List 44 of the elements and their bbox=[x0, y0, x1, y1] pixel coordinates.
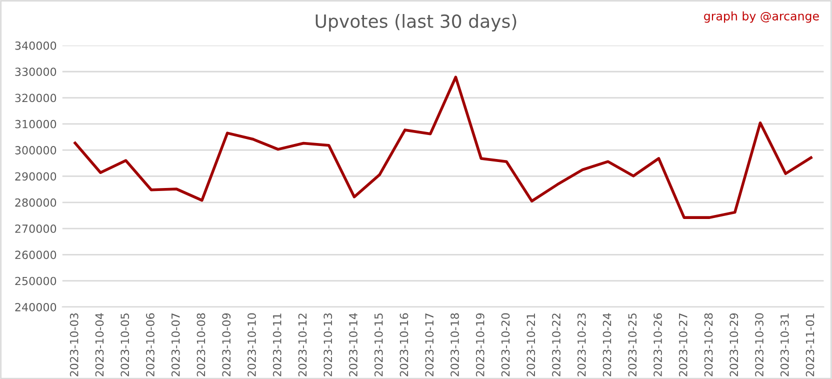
x-tick-label: 2023-11-01 bbox=[806, 314, 814, 376]
y-tick-label: 270000 bbox=[15, 224, 56, 233]
x-tick-label: 2023-10-10 bbox=[248, 313, 256, 376]
x-tick-label: 2023-10-23 bbox=[577, 313, 586, 376]
x-tick-label: 2023-10-20 bbox=[501, 313, 510, 376]
line-series bbox=[74, 76, 812, 219]
y-tick-label: 250000 bbox=[15, 276, 56, 286]
chart-title: Upvotes (last 30 days) bbox=[316, 14, 516, 32]
text: graph by @arcange bbox=[704, 11, 819, 23]
x-tick-label: 2023-10-24 bbox=[602, 313, 612, 376]
x-tick-label: 2023-10-03 bbox=[70, 313, 78, 376]
x-tick-label: 2023-10-14 bbox=[349, 313, 358, 376]
y-tick-label: 320000 bbox=[15, 94, 56, 102]
y-tick-label: 290000 bbox=[15, 172, 56, 181]
x-tick-label: 2023-10-05 bbox=[120, 314, 130, 376]
x-tick-label: 2023-10-13 bbox=[324, 313, 332, 376]
x-tick-label: 2023-10-25 bbox=[628, 314, 637, 376]
x-tick-label: 2023-10-06 bbox=[146, 313, 154, 376]
x-tick-label: 2023-10-16 bbox=[400, 313, 408, 376]
x-tick-label: 2023-10-22 bbox=[552, 314, 560, 376]
x-tick-label: 2023-10-26 bbox=[654, 313, 662, 376]
x-tick-label: 2023-10-11 bbox=[272, 314, 282, 376]
y-tick-label: 280000 bbox=[15, 198, 56, 207]
x-tick-label: 2023-10-28 bbox=[704, 313, 713, 376]
y-tick-label: 340000 bbox=[15, 41, 56, 50]
x-tick-label: 2023-10-31 bbox=[780, 314, 789, 376]
y-tick-label: 330000 bbox=[15, 68, 56, 76]
x-tick-label: 2023-10-07 bbox=[171, 313, 180, 376]
x-tick-label: 2023-10-18 bbox=[450, 313, 459, 376]
x-tick-label: 2023-10-04 bbox=[95, 313, 104, 376]
x-tick-label: 2023-10-09 bbox=[222, 313, 231, 376]
x-tick-label: 2023-10-21 bbox=[526, 314, 536, 376]
y-tick-label: 260000 bbox=[15, 250, 56, 260]
x-tick-label: 2023-10-29 bbox=[730, 313, 738, 376]
y-tick-label: 300000 bbox=[15, 146, 56, 154]
x-tick-label: 2023-10-12 bbox=[298, 314, 307, 376]
y-tick-label: 240000 bbox=[15, 302, 56, 312]
x-tick-label: 2023-10-17 bbox=[425, 313, 434, 376]
x-tick-label: 2023-10-15 bbox=[374, 314, 383, 376]
x-tick-label: 2023-10-08 bbox=[196, 313, 206, 376]
x-tick-label: 2023-10-19 bbox=[476, 313, 484, 376]
x-tick-label: 2023-10-30 bbox=[755, 313, 764, 376]
y-tick-label: 310000 bbox=[15, 120, 56, 128]
x-tick-label: 2023-10-27 bbox=[678, 313, 688, 376]
